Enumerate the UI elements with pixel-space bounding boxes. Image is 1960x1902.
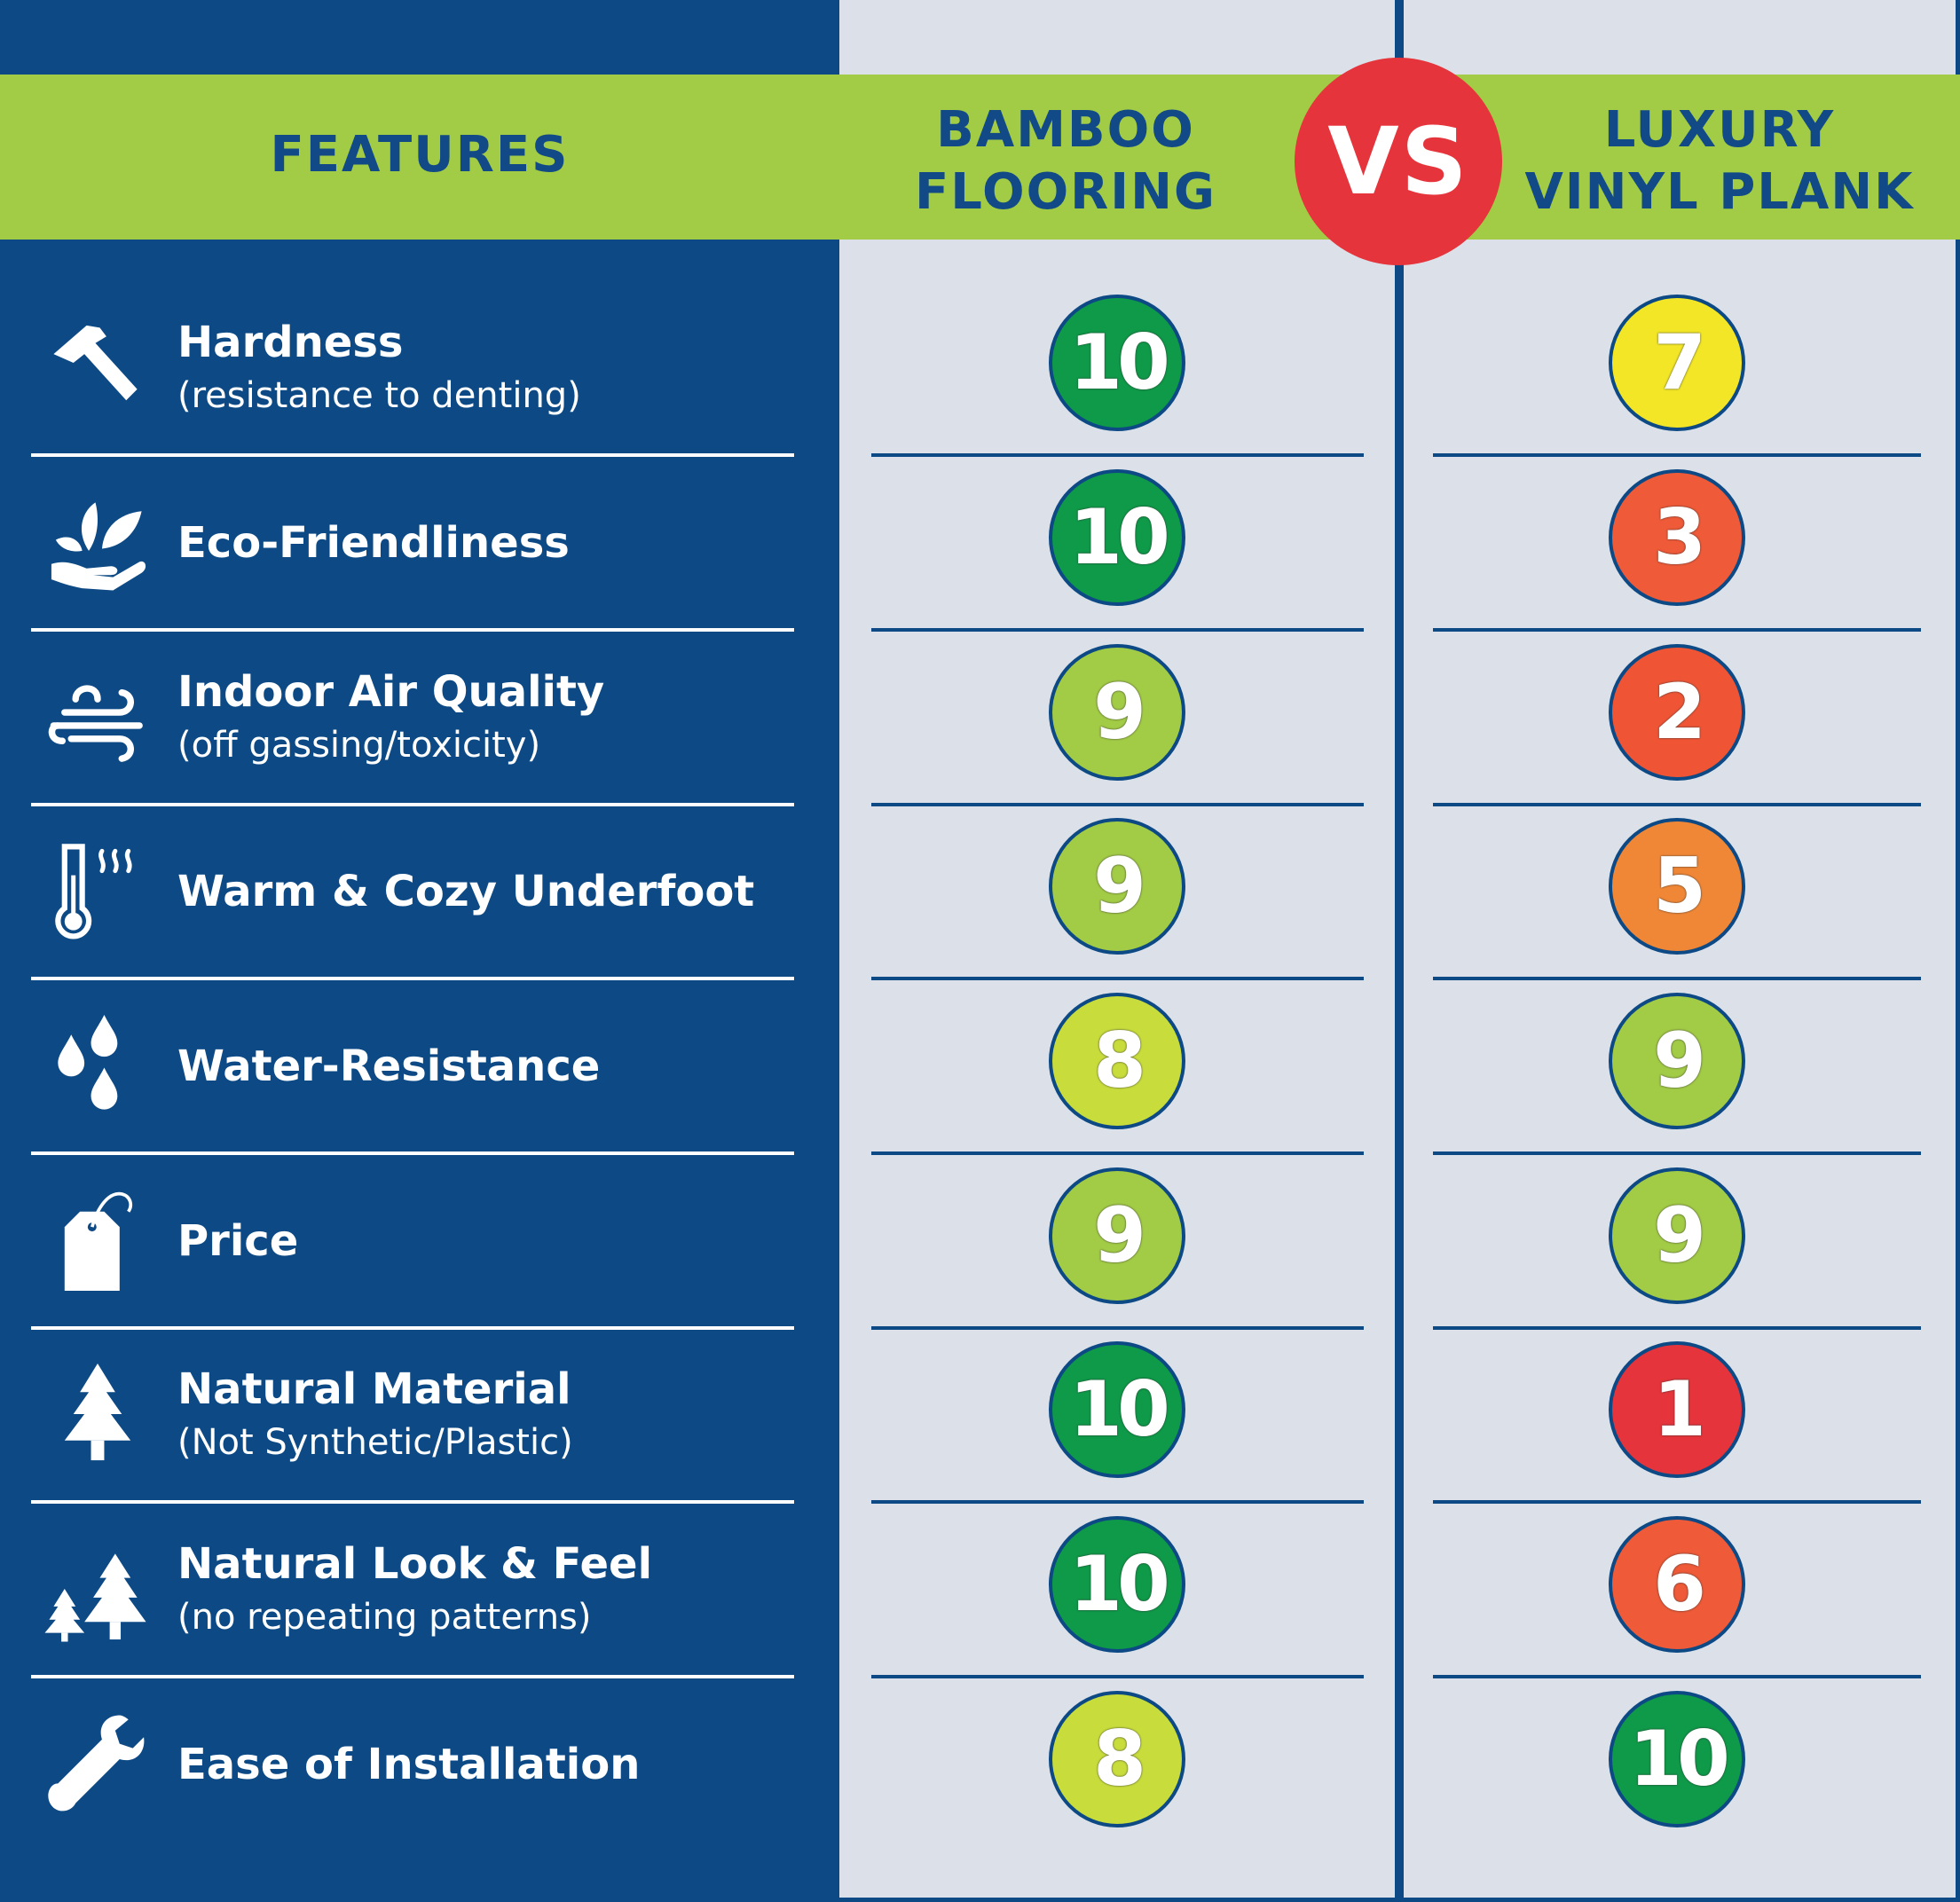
- vinyl-score: 5: [1609, 818, 1745, 955]
- water-drops-icon: [43, 1010, 153, 1120]
- feature-label: Price: [177, 1153, 799, 1328]
- vinyl-row-divider: [1433, 628, 1921, 632]
- feat-row-divider: [31, 1675, 794, 1678]
- feature-row: Water-Resistance 8 9: [0, 979, 1960, 1155]
- feature-title: Warm & Cozy Underfoot: [177, 866, 755, 916]
- wrench-icon: [43, 1709, 153, 1819]
- vs-badge-text: VS: [1327, 107, 1469, 216]
- feature-title: Hardness: [177, 317, 404, 367]
- vinyl-score: 2: [1609, 644, 1745, 781]
- vinyl-row-divider: [1433, 453, 1921, 457]
- feature-label: Warm & Cozy Underfoot: [177, 804, 799, 979]
- feature-subtitle: (off gassing/toxicity): [177, 724, 541, 766]
- feature-row: Natural Material (Not Synthetic/Plastic) 1…: [0, 1327, 1960, 1504]
- bamboo-row-divider: [871, 977, 1364, 980]
- feat-row-divider: [31, 977, 794, 980]
- feat-row-divider: [31, 1151, 794, 1155]
- feature-row: Hardness (resistance to denting) 10 7: [0, 280, 1960, 457]
- feature-title: Natural Material: [177, 1364, 571, 1414]
- feature-label: Water-Resistance: [177, 979, 799, 1153]
- bamboo-score: 10: [1049, 1516, 1185, 1653]
- bamboo-score: 9: [1049, 818, 1185, 955]
- vinyl-row-divider: [1433, 803, 1921, 806]
- features-panel: [0, 0, 839, 1902]
- feature-subtitle: (no repeating patterns): [177, 1596, 592, 1638]
- feature-title: Ease of Installation: [177, 1739, 641, 1789]
- vinyl-row-divider: [1433, 1326, 1921, 1330]
- feature-label: Natural Look & Feel (no repeating pattern…: [177, 1502, 799, 1677]
- bamboo-row-divider: [871, 803, 1364, 806]
- bamboo-score: 9: [1049, 1167, 1185, 1304]
- vinyl-row-divider: [1433, 1500, 1921, 1504]
- feat-row-divider: [31, 1326, 794, 1330]
- feature-title: Natural Look & Feel: [177, 1538, 653, 1589]
- bamboo-heading-line2: FLOORING: [915, 163, 1216, 221]
- bamboo-heading-line1: BAMBOO: [936, 101, 1195, 159]
- feature-label: Ease of Installation: [177, 1677, 799, 1851]
- vinyl-row-divider: [1433, 1675, 1921, 1678]
- feat-row-divider: [31, 1500, 794, 1504]
- bamboo-row-divider: [871, 1675, 1364, 1678]
- bamboo-score: 10: [1049, 295, 1185, 431]
- bamboo-score: 9: [1049, 644, 1185, 781]
- vinyl-score: 3: [1609, 469, 1745, 606]
- feature-title: Eco-Friendliness: [177, 517, 570, 568]
- vinyl-score: 9: [1609, 993, 1745, 1129]
- hammer-icon: [43, 312, 153, 422]
- feature-row: Eco-Friendliness 10 3: [0, 455, 1960, 632]
- feature-subtitle: (resistance to denting): [177, 374, 581, 416]
- vinyl-heading: LUXURY VINYL PLANK: [1498, 99, 1941, 224]
- air-wind-icon: [43, 662, 153, 772]
- feature-label: Hardness (resistance to denting): [177, 280, 799, 455]
- feature-row: Ease of Installation 8 10: [0, 1677, 1960, 1851]
- vinyl-score: 10: [1609, 1691, 1745, 1827]
- feature-row: Indoor Air Quality (off gassing/toxicity)…: [0, 630, 1960, 806]
- thermometer-icon: [43, 836, 153, 946]
- two-trees-icon: [43, 1534, 153, 1644]
- features-heading-text: FEATURES: [270, 126, 570, 184]
- price-tag-icon: [43, 1185, 153, 1295]
- right-border: [1956, 0, 1960, 1902]
- feature-title: Price: [177, 1215, 299, 1266]
- feat-row-divider: [31, 803, 794, 806]
- feature-row: Natural Look & Feel (no repeating pattern…: [0, 1502, 1960, 1678]
- feature-title: Water-Resistance: [177, 1041, 601, 1091]
- bamboo-score: 10: [1049, 1341, 1185, 1478]
- bamboo-heading: BAMBOO FLOORING: [839, 99, 1292, 224]
- pine-tree-icon: [43, 1359, 153, 1469]
- leaf-hand-icon: [43, 487, 153, 597]
- bamboo-score: 8: [1049, 1691, 1185, 1827]
- feature-row: Price 9 9: [0, 1153, 1960, 1330]
- feat-row-divider: [31, 453, 794, 457]
- feature-title: Indoor Air Quality: [177, 666, 605, 717]
- bamboo-score: 10: [1049, 469, 1185, 606]
- vinyl-row-divider: [1433, 1151, 1921, 1155]
- feat-row-divider: [31, 628, 794, 632]
- feature-row: Warm & Cozy Underfoot 9 5: [0, 804, 1960, 980]
- feature-label: Natural Material (Not Synthetic/Plastic): [177, 1327, 799, 1502]
- vs-badge: VS: [1295, 58, 1502, 265]
- features-heading: FEATURES: [0, 124, 839, 186]
- bamboo-score: 8: [1049, 993, 1185, 1129]
- vinyl-row-divider: [1433, 977, 1921, 980]
- feature-subtitle: (Not Synthetic/Plastic): [177, 1421, 573, 1463]
- header-band: [0, 75, 1960, 240]
- bamboo-row-divider: [871, 1326, 1364, 1330]
- bamboo-row-divider: [871, 1151, 1364, 1155]
- bottom-border: [839, 1898, 1960, 1902]
- bamboo-row-divider: [871, 628, 1364, 632]
- vinyl-score: 1: [1609, 1341, 1745, 1478]
- vinyl-score: 7: [1609, 295, 1745, 431]
- feature-label: Indoor Air Quality (off gassing/toxicity): [177, 630, 799, 805]
- bamboo-row-divider: [871, 1500, 1364, 1504]
- vinyl-score: 6: [1609, 1516, 1745, 1653]
- column-divider: [1395, 0, 1404, 1902]
- vinyl-heading-line1: LUXURY: [1603, 101, 1836, 159]
- feature-label: Eco-Friendliness: [177, 455, 799, 630]
- bamboo-row-divider: [871, 453, 1364, 457]
- vinyl-heading-line2: VINYL PLANK: [1524, 163, 1915, 221]
- vinyl-score: 9: [1609, 1167, 1745, 1304]
